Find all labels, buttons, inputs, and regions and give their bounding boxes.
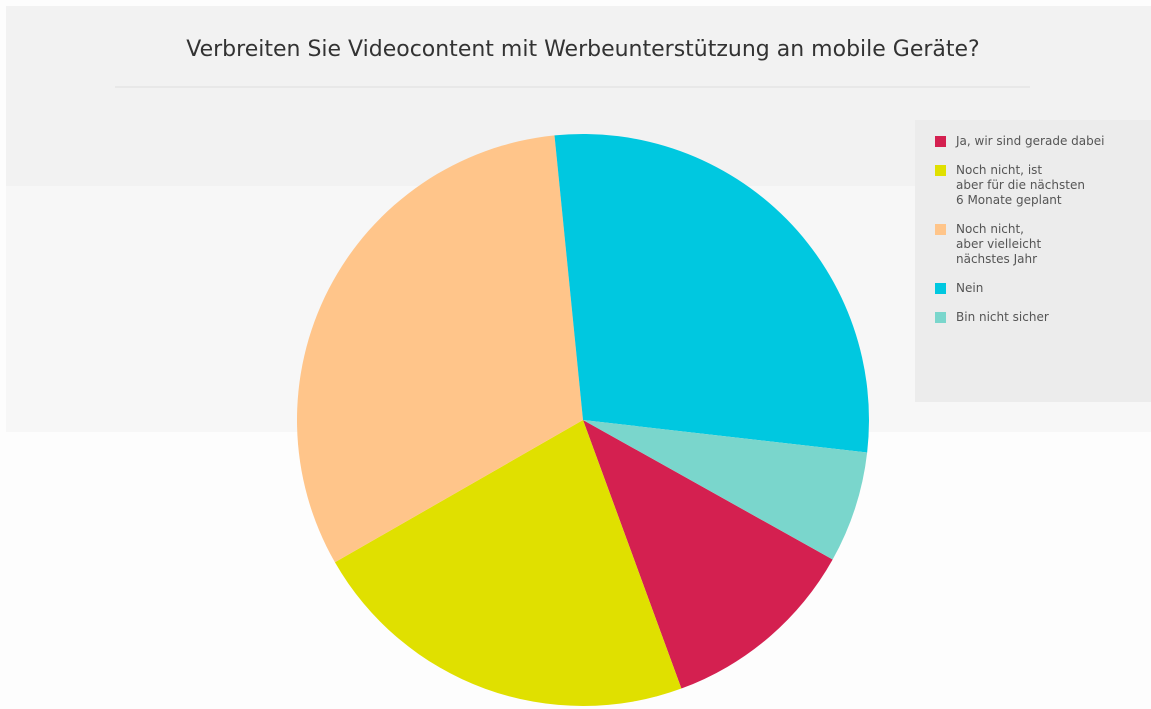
legend-item: Ja, wir sind gerade dabei (935, 134, 1151, 149)
legend-label: Bin nicht sicher (956, 310, 1049, 324)
pie-slice (296, 135, 583, 563)
legend: Ja, wir sind gerade dabei Noch nicht, ist… (915, 120, 1151, 402)
pie-slice (583, 420, 833, 689)
legend-label: Ja, wir sind gerade dabei (956, 134, 1105, 148)
legend-item: Noch nicht, ist aber für die nächsten 6 … (935, 163, 1151, 208)
legend-item: Bin nicht sicher (935, 310, 1151, 325)
legend-swatch (935, 283, 946, 294)
legend-swatch (935, 224, 946, 235)
legend-swatch (935, 165, 946, 176)
legend-item: Noch nicht, aber vielleicht nächstes Jah… (935, 222, 1151, 267)
legend-label: Noch nicht, ist aber für die nächsten 6 … (956, 163, 1085, 207)
legend-label: Nein (956, 281, 984, 295)
chart-title: Verbreiten Sie Videocontent mit Werbeunt… (186, 37, 979, 62)
legend-label: Noch nicht, aber vielleicht nächstes Jah… (956, 222, 1042, 266)
pie-slice (334, 420, 682, 707)
pie-slice (554, 134, 869, 453)
legend-swatch (935, 136, 946, 147)
legend-swatch (935, 312, 946, 323)
legend-item: Nein (935, 281, 1151, 296)
pie-slice (583, 420, 868, 560)
